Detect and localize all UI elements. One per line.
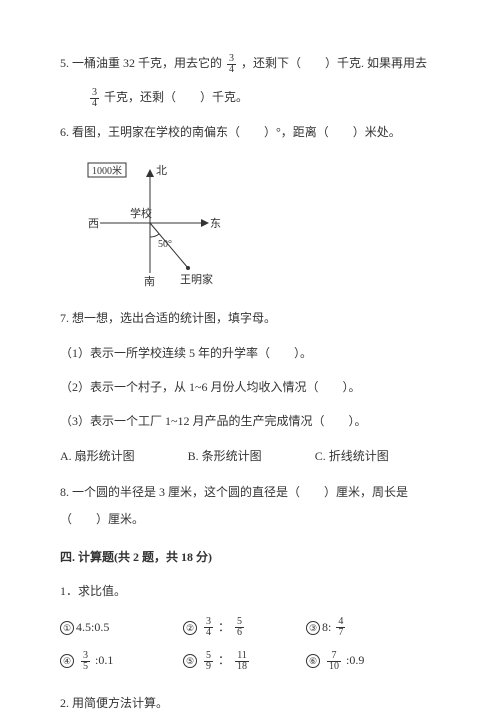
fraction-icon: 3 4 xyxy=(227,54,236,75)
svg-text:50°: 50° xyxy=(158,239,172,250)
q5-text-a: 5. 一桶油重 32 千克，用去它的 xyxy=(60,56,222,70)
question-7-sub3: （3）表示一个工厂 1~12 月产品的生产完成情况（ ）。 xyxy=(60,408,440,434)
calc-item-6: ⑥ 710 :0.9 xyxy=(306,647,426,673)
svg-text:西: 西 xyxy=(88,218,99,230)
circle-number-icon: ④ xyxy=(60,654,74,668)
circle-number-icon: ① xyxy=(60,621,74,635)
fraction-icon: 34 xyxy=(204,617,213,638)
question-7-stem: 7. 想一想，选出合适的统计图，填字母。 xyxy=(60,305,440,331)
calc-item-4: ④ 35 :0.1 xyxy=(60,647,180,673)
q6-text: 6. 看图，王明家在学校的南偏东（ ）°，距离（ ）米处。 xyxy=(60,125,401,139)
calc-row-1: ①4.5:0.5 ② 34 ： 56 ③8: 47 xyxy=(60,613,440,640)
svg-text:学校: 学校 xyxy=(130,206,152,220)
fraction-icon: 35 xyxy=(81,651,90,672)
question-7-sub1: （1）表示一所学校连续 5 年的升学率（ ）。 xyxy=(60,340,440,366)
diagram-svg: 1000米 北 南 东 西 学校 50° 王明家 xyxy=(80,155,230,295)
section-4-q1: 1．求比值。 xyxy=(60,578,440,604)
circle-number-icon: ② xyxy=(183,621,197,635)
section-4-title: 四. 计算题(共 2 题，共 18 分) xyxy=(60,544,440,570)
option-a: A. 扇形统计图 xyxy=(60,443,135,469)
fraction-icon: 47 xyxy=(336,617,345,638)
calc-row-2: ④ 35 :0.1 ⑤ 59 ： 1118 ⑥ 710 :0.9 xyxy=(60,646,440,673)
fraction-icon: 56 xyxy=(235,617,244,638)
section-4-q2: 2. 用简便方法计算。 xyxy=(60,690,440,716)
q5-text-c: 千克，还剩（ ）千克。 xyxy=(104,90,248,104)
svg-text:东: 东 xyxy=(210,217,221,230)
circle-number-icon: ⑥ xyxy=(306,654,320,668)
svg-text:南: 南 xyxy=(144,275,155,288)
fraction-icon: 3 4 xyxy=(90,88,99,109)
q5-text-b: ，还剩下（ ）千克. 如果再用去 xyxy=(241,56,427,70)
calc-item-5: ⑤ 59 ： 1118 xyxy=(183,647,303,673)
scale-label: 1000米 xyxy=(92,164,122,177)
question-7-options: A. 扇形统计图 B. 条形统计图 C. 折线统计图 xyxy=(60,443,440,469)
calc-item-1: ①4.5:0.5 xyxy=(60,614,180,640)
circle-number-icon: ⑤ xyxy=(183,654,197,668)
fraction-icon: 1118 xyxy=(235,651,249,672)
compass-diagram: 1000米 北 南 东 西 学校 50° 王明家 xyxy=(80,155,440,295)
question-7-sub2: （2）表示一个村子，从 1~6 月份人均收入情况（ ）。 xyxy=(60,374,440,400)
svg-text:王明家: 王明家 xyxy=(180,272,213,286)
option-c: C. 折线统计图 xyxy=(315,443,389,469)
fraction-icon: 59 xyxy=(204,651,213,672)
svg-text:北: 北 xyxy=(156,164,167,177)
fraction-icon: 710 xyxy=(327,651,341,672)
calc-item-3: ③8: 47 xyxy=(306,614,426,640)
circle-number-icon: ③ xyxy=(306,621,320,635)
option-b: B. 条形统计图 xyxy=(188,443,262,469)
question-5: 5. 一桶油重 32 千克，用去它的 3 4 ，还剩下（ ）千克. 如果再用去 xyxy=(60,50,440,76)
question-5-line2: 3 4 千克，还剩（ ）千克。 xyxy=(60,84,440,110)
question-6: 6. 看图，王明家在学校的南偏东（ ）°，距离（ ）米处。 xyxy=(60,119,440,145)
calc-item-2: ② 34 ： 56 xyxy=(183,614,303,640)
question-8: 8. 一个圆的半径是 3 厘米，这个圆的直径是（ ）厘米，周长是（ ）厘米。 xyxy=(60,479,440,532)
